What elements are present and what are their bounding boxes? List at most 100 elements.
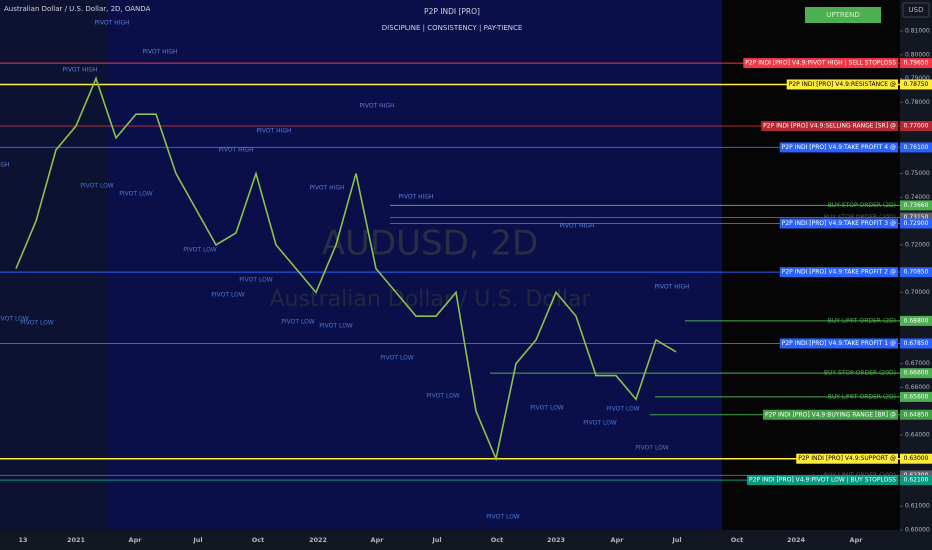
price-tick-label: 0.79000 (905, 75, 930, 82)
bg-session (107, 0, 722, 530)
pivot-label: PIVOT LOW (486, 514, 520, 521)
level-label-box (779, 267, 898, 278)
price-line (15, 76, 677, 462)
price-badge (900, 79, 932, 90)
pivot-label: PIVOT HIGH (559, 223, 594, 230)
pivot-label: PIVOT LOW (635, 445, 669, 452)
price-tick-label: 0.72000 (905, 241, 930, 248)
time-label: 2023 (547, 536, 565, 544)
price-badge (900, 58, 932, 69)
level-label-box (779, 142, 898, 153)
pivot-label: PIVOT LOW (319, 323, 353, 330)
pivot-label: PIVOT LOW (281, 319, 315, 326)
level-label: P2P INDI [PRO] V4.9:SUPPORT @ (798, 455, 896, 462)
pivot-label: PIVOT LOW (183, 247, 217, 254)
time-label: Oct (731, 536, 744, 544)
time-label: Apr (371, 536, 385, 544)
price-badge (900, 142, 932, 153)
price-badge (900, 200, 932, 211)
price-badge (900, 218, 932, 229)
currency[interactable]: USD (909, 6, 924, 14)
price-badge (900, 475, 932, 486)
motto: DISCIPLINE | CONSISTENCY | PAY-TIENCE (382, 24, 523, 32)
pivot-label: PIVOT LOW (211, 292, 245, 299)
price-tick-label: 0.66000 (905, 384, 930, 391)
price-badge (900, 409, 932, 420)
level-label: P2P INDI [PRO] V4.9:RESISTANCE @ (789, 81, 896, 88)
level-label-box (779, 218, 898, 229)
pivot-label: PIVOT HIGH (654, 284, 689, 291)
pivot-label: PIVOT HIGH (218, 147, 253, 154)
trend-badge (805, 7, 881, 23)
level-label-box (786, 79, 898, 90)
pivot-label: PIVOT HIGH (398, 194, 433, 201)
level-label: BUY STOP ORDER (2D) (828, 202, 896, 209)
price-badge-label: 0.70850 (904, 269, 929, 276)
level-label: P2P INDI [PRO] V4.9:TAKE PROFIT 4 @ (782, 144, 896, 151)
price-tick-label: 0.74000 (905, 194, 930, 201)
price-badge (900, 453, 932, 464)
indicator: P2P INDI [PRO] (424, 7, 480, 16)
time-label: Jul (431, 536, 441, 544)
watermark-name: Australian Dollar / U.S. Dollar (270, 287, 592, 312)
time-label: Jul (192, 536, 202, 544)
level-label: BUY LIMIT ORDER (2D) (828, 317, 896, 324)
price-badge (900, 391, 932, 402)
trend: UPTREND (826, 11, 860, 19)
level-label-box (762, 409, 898, 420)
level-label: BUY LIMIT ORDER (2D) (828, 393, 896, 400)
level-label: BUY STOP ORDER (20D) (824, 214, 896, 221)
level-label-box (761, 121, 898, 132)
price-badge-label: 0.65600 (904, 393, 929, 400)
symbol: Australian Dollar / U.S. Dollar, 2D, OAN… (4, 5, 151, 13)
price-badge-label: 0.62100 (904, 477, 929, 484)
price-badge (900, 338, 932, 349)
currency-box[interactable] (902, 2, 930, 18)
pivot-label: PIVOT LOW (380, 355, 414, 362)
price-badge (900, 368, 932, 379)
time-label: Jul (671, 536, 681, 544)
price-tick-label: 0.75000 (905, 170, 930, 177)
pivot-label: PIVOT LOW (80, 183, 114, 190)
pivot-label: PIVOT LOW (119, 191, 153, 198)
pivot-label: PIVOT HIGH (0, 162, 10, 169)
price-badge (900, 121, 932, 132)
time-label: Apr (850, 536, 864, 544)
pivot-label: PIVOT HIGH (309, 185, 344, 192)
price-badge-label: 0.63000 (904, 455, 929, 462)
level-label: P2P INDI [PRO] V4.9:TAKE PROFIT 2 @ (782, 269, 896, 276)
price-badge-label: 0.68800 (904, 317, 929, 324)
price-tick-label: 0.61000 (905, 503, 930, 510)
price-badge-label: 0.72900 (904, 220, 929, 227)
price-tick-label: 0.81000 (905, 28, 930, 35)
price-badge (900, 212, 932, 223)
level-label-box (779, 338, 898, 349)
pivot-label: PIVOT LOW (20, 320, 54, 327)
level-label-box (747, 475, 899, 486)
time-label: 2021 (67, 536, 86, 544)
time-label: 2024 (787, 536, 806, 544)
price-tick-label: 0.67000 (905, 360, 930, 367)
price-badge-label: 0.73150 (904, 214, 929, 221)
pivot-label: PIVOT HIGH (256, 128, 291, 135)
price-tick-label: 0.80000 (905, 51, 930, 58)
price-badge-label: 0.79650 (904, 60, 929, 67)
level-label: P2P INDI [PRO] V4.9:PIVOT HIGH | SELL ST… (745, 60, 896, 67)
price-badge-label: 0.67850 (904, 340, 929, 347)
time-label: Oct (252, 536, 265, 544)
price-badge (900, 267, 932, 278)
time-label: Apr (611, 536, 625, 544)
price-badge-label: 0.78750 (904, 81, 929, 88)
price-tick-label: 0.70000 (905, 289, 930, 296)
level-label: BUY STOP ORDER (20D) (824, 370, 896, 377)
level-label: P2P INDI [PRO] V4.9:PIVOT LOW | BUY STOP… (749, 477, 896, 484)
pivot-label: PIVOT LOW (239, 277, 273, 284)
price-tick-label: 0.64000 (905, 431, 930, 438)
pivot-label: PIVOT HIGH (359, 103, 394, 110)
pivot-label: PIVOT LOW (606, 406, 640, 413)
time-label: 2022 (309, 536, 327, 544)
price-tick-label: 0.60000 (905, 527, 930, 534)
watermark: AUDUSD, 2D (322, 224, 538, 264)
price-badge-label: 0.66600 (904, 370, 929, 377)
